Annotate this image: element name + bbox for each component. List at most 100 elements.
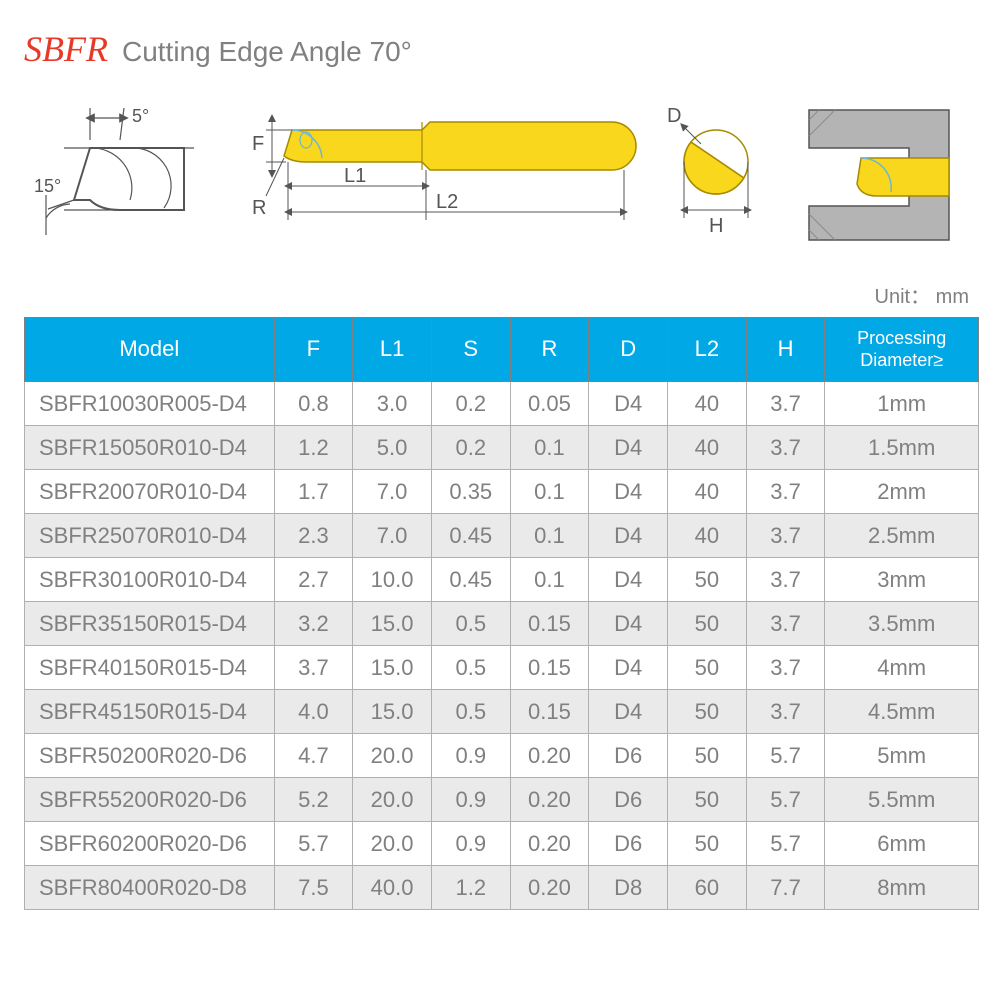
cell-value: 3.7	[746, 382, 825, 426]
cell-value: 40	[667, 514, 746, 558]
cell-value: 0.2	[431, 426, 510, 470]
cell-value: 5.7	[274, 822, 353, 866]
cell-value: 3.7	[746, 426, 825, 470]
cell-value: 40	[667, 382, 746, 426]
cell-value: 0.9	[431, 778, 510, 822]
cell-value: D4	[589, 470, 668, 514]
cell-value: 5.2	[274, 778, 353, 822]
cell-value: 3mm	[825, 558, 979, 602]
cell-value: 6mm	[825, 822, 979, 866]
cell-model: SBFR45150R015-D4	[25, 690, 275, 734]
cell-value: D6	[589, 778, 668, 822]
dim-f-label: F	[252, 133, 264, 155]
cell-value: 0.15	[510, 690, 589, 734]
cell-model: SBFR80400R020-D8	[25, 866, 275, 910]
cell-model: SBFR20070R010-D4	[25, 470, 275, 514]
cell-value: 1.2	[431, 866, 510, 910]
cell-value: 0.1	[510, 470, 589, 514]
col-h: H	[746, 318, 825, 382]
cell-value: 1.5mm	[825, 426, 979, 470]
table-row: SBFR80400R020-D87.540.01.20.20D8607.78mm	[25, 866, 979, 910]
cell-value: 15.0	[353, 602, 432, 646]
col-f: F	[274, 318, 353, 382]
dim-d-label: D	[667, 105, 681, 127]
cell-value: 50	[667, 646, 746, 690]
cell-value: D6	[589, 822, 668, 866]
table-row: SBFR20070R010-D41.77.00.350.1D4403.72mm	[25, 470, 979, 514]
col-s: S	[431, 318, 510, 382]
cell-value: 4.0	[274, 690, 353, 734]
cell-value: 4.5mm	[825, 690, 979, 734]
spec-table: Model F L1 S R D L2 H Processing Diamete…	[24, 317, 979, 910]
cell-value: 1mm	[825, 382, 979, 426]
table-row: SBFR15050R010-D41.25.00.20.1D4403.71.5mm	[25, 426, 979, 470]
cell-value: 50	[667, 822, 746, 866]
cell-value: 3.7	[746, 646, 825, 690]
cell-value: 40	[667, 426, 746, 470]
cell-value: 10.0	[353, 558, 432, 602]
cell-value: 5.7	[746, 822, 825, 866]
col-l1: L1	[353, 318, 432, 382]
cell-value: 50	[667, 734, 746, 778]
cell-value: D6	[589, 734, 668, 778]
angle-side-label: 15°	[34, 176, 61, 196]
cross-section-diagram: D H	[661, 100, 771, 250]
cell-value: 0.15	[510, 646, 589, 690]
cell-value: D4	[589, 514, 668, 558]
cell-value: 0.2	[431, 382, 510, 426]
table-row: SBFR45150R015-D44.015.00.50.15D4503.74.5…	[25, 690, 979, 734]
cell-value: D4	[589, 426, 668, 470]
cell-model: SBFR15050R010-D4	[25, 426, 275, 470]
profile-diagram: F R L1 L2	[222, 100, 642, 250]
cell-model: SBFR30100R010-D4	[25, 558, 275, 602]
diagram-row: 5° 15°	[24, 100, 979, 250]
cell-value: 3.0	[353, 382, 432, 426]
cell-value: 5mm	[825, 734, 979, 778]
table-row: SBFR60200R020-D65.720.00.90.20D6505.76mm	[25, 822, 979, 866]
angle-top-label: 5°	[132, 106, 149, 126]
cell-value: 3.7	[746, 514, 825, 558]
col-r: R	[510, 318, 589, 382]
cell-value: 2.7	[274, 558, 353, 602]
cell-value: 0.05	[510, 382, 589, 426]
cell-value: 15.0	[353, 690, 432, 734]
cell-value: 7.0	[353, 514, 432, 558]
product-description: Cutting Edge Angle 70°	[122, 36, 412, 68]
cell-value: 1.7	[274, 470, 353, 514]
table-row: SBFR55200R020-D65.220.00.90.20D6505.75.5…	[25, 778, 979, 822]
col-processing: Processing Diameter≥	[825, 318, 979, 382]
cell-value: 3.7	[746, 602, 825, 646]
cell-value: 3.7	[746, 558, 825, 602]
cell-value: 3.7	[274, 646, 353, 690]
unit-label: Unit： mm	[24, 280, 979, 309]
cell-value: D4	[589, 602, 668, 646]
cell-value: 15.0	[353, 646, 432, 690]
cell-value: 0.15	[510, 602, 589, 646]
cell-value: 0.20	[510, 734, 589, 778]
cell-value: 2.3	[274, 514, 353, 558]
page-title: SBFR Cutting Edge Angle 70°	[24, 28, 979, 70]
cell-value: 50	[667, 558, 746, 602]
cell-value: 5.0	[353, 426, 432, 470]
cell-model: SBFR10030R005-D4	[25, 382, 275, 426]
tool-in-holder-icon	[857, 158, 949, 196]
cell-value: 0.5	[431, 690, 510, 734]
cell-value: 0.9	[431, 734, 510, 778]
cell-value: 0.1	[510, 514, 589, 558]
cell-value: 0.20	[510, 822, 589, 866]
cell-value: 0.1	[510, 426, 589, 470]
cell-value: 7.5	[274, 866, 353, 910]
dim-l2-label: L2	[436, 191, 458, 213]
table-row: SBFR10030R005-D40.83.00.20.05D4403.71mm	[25, 382, 979, 426]
cell-value: D4	[589, 382, 668, 426]
cell-value: D8	[589, 866, 668, 910]
dim-r-label: R	[252, 197, 266, 219]
tip-angle-diagram: 5° 15°	[34, 100, 204, 250]
cell-value: 4mm	[825, 646, 979, 690]
holder-diagram	[789, 100, 969, 250]
table-row: SBFR35150R015-D43.215.00.50.15D4503.73.5…	[25, 602, 979, 646]
cell-value: 4.7	[274, 734, 353, 778]
col-model: Model	[25, 318, 275, 382]
cell-model: SBFR35150R015-D4	[25, 602, 275, 646]
cell-value: 3.7	[746, 470, 825, 514]
